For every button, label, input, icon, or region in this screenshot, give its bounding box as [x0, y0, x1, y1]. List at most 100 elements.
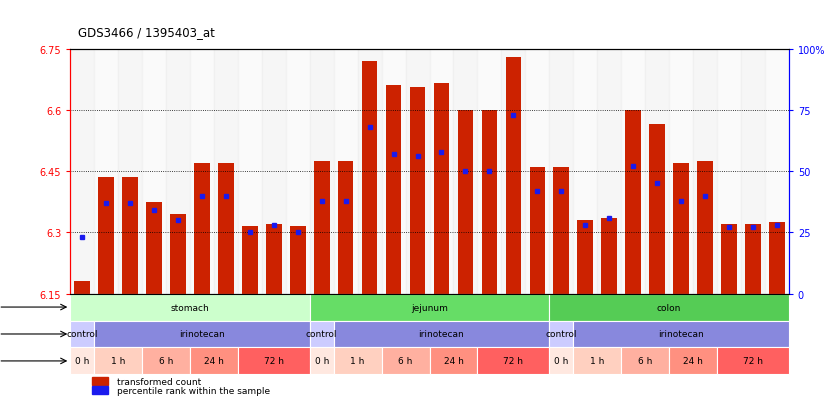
Bar: [597, 50, 621, 294]
Bar: [741, 50, 765, 294]
Bar: [430, 348, 477, 375]
Text: 0 h: 0 h: [75, 356, 89, 366]
Bar: [693, 50, 717, 294]
Bar: [697, 161, 713, 294]
Text: 0 h: 0 h: [554, 356, 568, 366]
Bar: [673, 164, 689, 294]
Bar: [262, 50, 286, 294]
Bar: [577, 221, 593, 294]
Bar: [166, 50, 190, 294]
Text: 6 h: 6 h: [398, 356, 413, 366]
Bar: [334, 50, 358, 294]
Bar: [453, 50, 477, 294]
Bar: [118, 50, 142, 294]
Bar: [549, 321, 573, 348]
Bar: [386, 86, 401, 294]
Bar: [92, 387, 107, 394]
Text: 24 h: 24 h: [683, 356, 703, 366]
Text: GDS3466 / 1395403_at: GDS3466 / 1395403_at: [78, 26, 216, 39]
Bar: [170, 214, 186, 294]
Bar: [142, 348, 190, 375]
Bar: [769, 223, 785, 294]
Text: 6 h: 6 h: [638, 356, 653, 366]
Bar: [266, 225, 282, 294]
Text: stomach: stomach: [171, 303, 209, 312]
Bar: [765, 50, 789, 294]
Bar: [94, 50, 118, 294]
Bar: [94, 321, 310, 348]
Bar: [70, 294, 310, 321]
Bar: [92, 377, 107, 385]
Text: transformed count: transformed count: [117, 377, 202, 386]
Bar: [573, 50, 597, 294]
Bar: [190, 348, 238, 375]
Bar: [649, 125, 665, 294]
Bar: [362, 62, 377, 294]
Bar: [358, 50, 382, 294]
Bar: [382, 348, 430, 375]
Bar: [310, 348, 334, 375]
Bar: [290, 227, 306, 294]
Bar: [525, 50, 549, 294]
Bar: [142, 50, 166, 294]
Bar: [477, 348, 549, 375]
Bar: [669, 348, 717, 375]
Bar: [70, 348, 94, 375]
Text: irinotecan: irinotecan: [179, 330, 225, 339]
Text: percentile rank within the sample: percentile rank within the sample: [117, 386, 270, 395]
Text: 6 h: 6 h: [159, 356, 173, 366]
Text: 72 h: 72 h: [743, 356, 763, 366]
Bar: [477, 50, 501, 294]
Bar: [242, 227, 258, 294]
Bar: [74, 282, 90, 294]
Bar: [601, 218, 617, 294]
Text: 72 h: 72 h: [263, 356, 284, 366]
Text: irinotecan: irinotecan: [419, 330, 464, 339]
Bar: [501, 50, 525, 294]
Bar: [625, 111, 641, 294]
Bar: [434, 84, 449, 294]
Text: irinotecan: irinotecan: [658, 330, 704, 339]
Bar: [549, 348, 573, 375]
Bar: [645, 50, 669, 294]
Bar: [669, 50, 693, 294]
Bar: [310, 294, 549, 321]
Bar: [238, 348, 310, 375]
Text: control: control: [306, 330, 338, 339]
Text: 72 h: 72 h: [503, 356, 524, 366]
Bar: [338, 161, 354, 294]
Bar: [214, 50, 238, 294]
Bar: [334, 321, 549, 348]
Bar: [98, 178, 114, 294]
Text: colon: colon: [657, 303, 681, 312]
Bar: [334, 348, 382, 375]
Bar: [238, 50, 262, 294]
Text: 1 h: 1 h: [590, 356, 605, 366]
Bar: [621, 348, 669, 375]
Bar: [717, 348, 789, 375]
Bar: [529, 168, 545, 294]
Bar: [717, 50, 741, 294]
Bar: [430, 50, 453, 294]
Bar: [382, 50, 406, 294]
Text: 0 h: 0 h: [315, 356, 329, 366]
Bar: [70, 321, 94, 348]
Text: control: control: [66, 330, 98, 339]
Bar: [410, 88, 425, 294]
Bar: [458, 111, 473, 294]
Bar: [146, 202, 162, 294]
Bar: [482, 111, 497, 294]
Bar: [94, 348, 142, 375]
Bar: [190, 50, 214, 294]
Bar: [721, 225, 737, 294]
Bar: [286, 50, 310, 294]
Bar: [573, 321, 789, 348]
Text: jejunum: jejunum: [411, 303, 448, 312]
Bar: [549, 50, 573, 294]
Bar: [506, 58, 521, 294]
Bar: [218, 164, 234, 294]
Bar: [310, 50, 334, 294]
Bar: [310, 321, 334, 348]
Bar: [573, 348, 621, 375]
Bar: [549, 294, 789, 321]
